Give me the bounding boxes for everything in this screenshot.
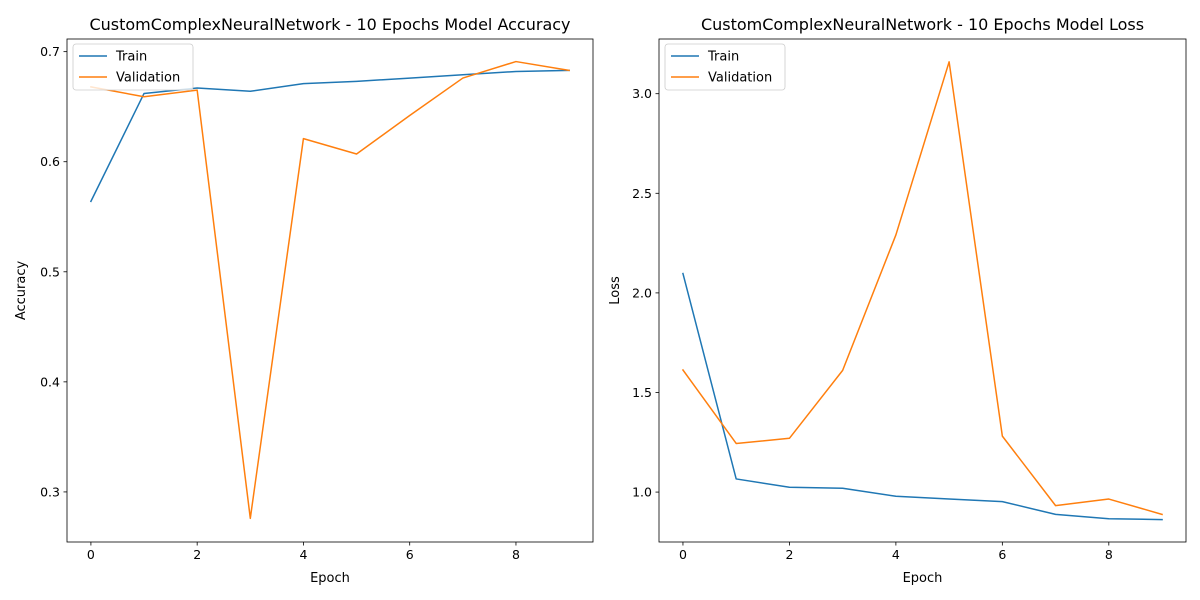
series-line-validation xyxy=(90,60,570,520)
x-axis-label: Epoch xyxy=(903,571,943,586)
series-line-validation xyxy=(681,61,1163,516)
x-tick-label: 6 xyxy=(998,547,1006,562)
legend-label-validation: Validation xyxy=(708,71,772,86)
chart-title: CustomComplexNeuralNetwork - 10 Epochs M… xyxy=(701,15,1144,34)
y-tick-label: 2.5 xyxy=(632,186,652,201)
legend: Train Validation xyxy=(664,43,786,91)
x-tick-label: 4 xyxy=(892,547,900,562)
x-tick-label: 0 xyxy=(679,547,687,562)
x-tick-label: 4 xyxy=(299,547,307,562)
x-tick-label: 0 xyxy=(87,547,95,562)
y-tick-label: 0.7 xyxy=(40,44,60,59)
legend-label-train: Train xyxy=(707,50,739,65)
chart-title: CustomComplexNeuralNetwork - 10 Epochs M… xyxy=(89,15,570,34)
y-tick-label: 0.3 xyxy=(40,484,60,499)
x-tick-label: 8 xyxy=(512,547,520,562)
series-line-train xyxy=(89,69,570,203)
y-axis-label: Accuracy xyxy=(14,261,29,321)
y-axis-label: Loss xyxy=(608,276,623,305)
axes-frame xyxy=(66,38,594,543)
x-tick-label: 8 xyxy=(1105,547,1113,562)
x-tick-label: 2 xyxy=(193,547,201,562)
y-tick-label: 0.5 xyxy=(40,264,60,279)
x-tick-label: 2 xyxy=(785,547,793,562)
x-tick-label: 6 xyxy=(406,547,414,562)
y-tick-label: 3.0 xyxy=(632,86,652,101)
legend-label-validation: Validation xyxy=(116,71,180,86)
loss-chart: CustomComplexNeuralNetwork - 10 Epochs M… xyxy=(608,15,1187,586)
x-axis-label: Epoch xyxy=(310,571,350,586)
y-tick-label: 1.0 xyxy=(632,485,652,500)
axes-frame xyxy=(658,38,1187,543)
y-tick-label: 0.4 xyxy=(40,374,60,389)
accuracy-chart: CustomComplexNeuralNetwork - 10 Epochs M… xyxy=(14,15,594,586)
legend: Train Validation xyxy=(72,43,194,91)
y-tick-label: 1.5 xyxy=(632,385,652,400)
y-tick-label: 2.0 xyxy=(632,285,652,300)
series-line-train xyxy=(682,272,1163,521)
legend-label-train: Train xyxy=(115,50,147,65)
y-tick-label: 0.6 xyxy=(40,154,60,169)
